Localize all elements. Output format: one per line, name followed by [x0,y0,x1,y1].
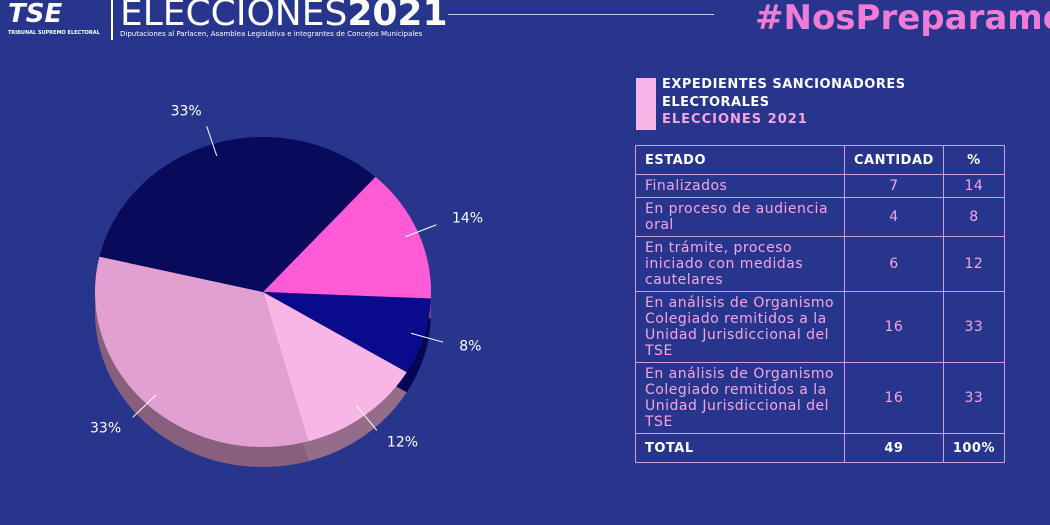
leader-line [405,224,437,238]
cell: 12 [942,236,1006,292]
cell: 33 [942,291,1006,363]
cell: En análisis de Organismo Colegiado remit… [635,362,845,434]
leader-line [132,394,157,418]
row: En trámite, proceso iniciado con medidas… [635,236,1006,292]
cell: Finalizados [635,174,845,198]
slice [263,292,431,373]
cell: 14 [942,174,1006,198]
title: ELECCIONES [120,0,348,34]
cell: 8 [942,197,1006,237]
cell: En análisis de Organismo Colegiado remit… [635,291,845,363]
header-title: ELECCIONES2021 [120,0,448,34]
header-row: ESTADO CANTIDAD% [635,145,1006,175]
rule [448,14,714,15]
cell: 4 [843,197,944,237]
total-row: TOTAL 49 100% [635,433,1006,463]
slice-label: 8% [459,339,481,355]
slice-label: 33% [90,420,121,436]
subtitle: Diputaciones al Parlacen, Asamblea Legis… [120,30,423,38]
pie-chart: 14% 8% 12% 33% 33% [90,104,483,467]
total-cell: TOTAL [635,433,845,463]
header-cell: ESTADO [635,145,845,175]
table-title: EXPEDIENTES SANCIONADORES ELECTORALES [662,77,906,110]
slice [263,176,431,299]
logo-sub: TRIBUNAL SUPREMO ELECTORAL [8,30,100,36]
leader-line [356,405,378,431]
row: En análisis de Organismo Colegiado remit… [635,291,1006,363]
total-cell: 49 [843,433,944,463]
cell: 16 [843,362,944,434]
row: En análisis de Organismo Colegiado remit… [635,362,1006,434]
row: En proceso de audiencia oral 4 8 [635,197,1006,237]
leader-line [410,332,444,343]
title-bar [636,78,656,130]
year: 2021 [347,0,448,34]
slice-label: 33% [171,104,202,120]
hashtag: #NosPreparamos [755,0,1050,38]
logo: TSE [8,0,63,29]
divider [111,0,113,40]
total-cell: 100% [942,433,1006,463]
slice-label: 14% [452,211,483,227]
table: ESTADO CANTIDAD% Finalizados 7 14 En proceso … [635,145,1006,463]
slice-label: 12% [387,435,418,451]
slice [99,136,376,292]
cell: 33 [942,362,1006,434]
header-cell: % [942,145,1006,175]
cell: 6 [843,236,944,292]
cell: En proceso de audiencia oral [635,197,845,237]
table-subtitle: ELECCIONES 2021 [662,112,808,127]
slice [94,256,309,447]
cell: En trámite, proceso iniciado con medidas… [635,236,845,292]
slice [263,292,407,442]
cell: 16 [843,291,944,363]
row: Finalizados 7 14 [635,174,1006,198]
header-cell: CANTIDAD [843,145,944,175]
leader-line [206,126,218,157]
cell: 7 [843,174,944,198]
